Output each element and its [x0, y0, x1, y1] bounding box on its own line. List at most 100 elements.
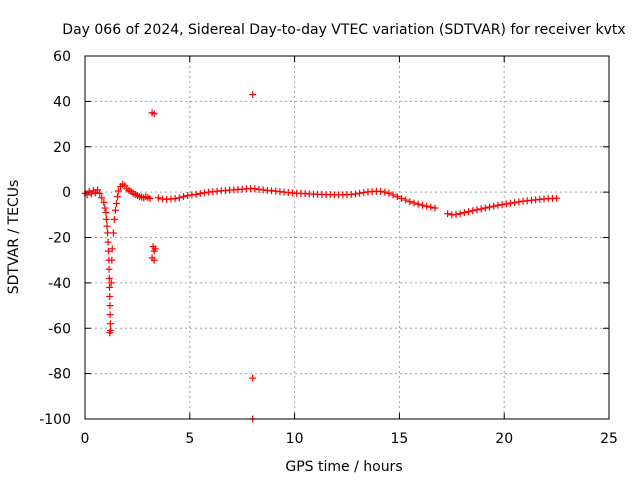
data-point	[94, 186, 102, 194]
y-tick-label: -20	[48, 231, 71, 247]
data-point	[506, 199, 514, 207]
y-tick-label: 40	[53, 94, 71, 110]
data-point	[150, 256, 158, 264]
data-point	[154, 194, 162, 202]
data-point	[423, 202, 431, 210]
data-point	[490, 202, 498, 210]
data-point	[108, 245, 116, 253]
data-point	[249, 91, 257, 99]
data-point	[184, 192, 192, 200]
data-point	[460, 209, 468, 217]
plot-frame	[84, 55, 610, 420]
data-point	[200, 189, 208, 197]
data-point	[356, 189, 364, 197]
data-point	[106, 292, 114, 300]
data-point	[111, 206, 119, 214]
data-point	[418, 201, 426, 209]
data-point	[108, 256, 116, 264]
data-point	[431, 204, 439, 212]
x-tick-labels: 0 5 10 15 20 25	[81, 431, 618, 447]
data-point	[406, 198, 414, 206]
y-tick-label: 20	[53, 140, 71, 156]
data-point	[106, 311, 114, 319]
data-point	[498, 201, 506, 209]
x-axis-label: GPS time / hours	[285, 459, 402, 475]
data-point	[397, 194, 405, 202]
data-point	[196, 189, 204, 197]
data-point	[104, 238, 112, 246]
data-point	[481, 204, 489, 212]
y-tick-labels: -100 -80 -60 -40 -20 0 20 40 60	[39, 49, 71, 428]
data-point	[515, 198, 523, 206]
data-point	[180, 193, 188, 201]
data-point	[109, 229, 117, 237]
data-point	[102, 209, 110, 217]
x-tick-label: 10	[286, 431, 304, 447]
data-point	[115, 187, 123, 195]
y-axis-label: SDTVAR / TECUs	[6, 180, 22, 295]
data-point	[146, 194, 154, 202]
data-point	[473, 206, 481, 214]
x-tick-label: 15	[390, 431, 408, 447]
data-point	[107, 279, 115, 287]
data-point	[410, 199, 418, 207]
data-point	[351, 190, 359, 198]
chart-title: Day 066 of 2024, Sidereal Day-to-day VTE…	[62, 22, 625, 38]
data-point	[101, 204, 109, 212]
data-point	[150, 110, 158, 118]
data-point	[106, 320, 114, 328]
data-point	[360, 189, 368, 197]
data-point	[477, 205, 485, 213]
data-point	[151, 245, 159, 253]
data-point	[385, 189, 393, 197]
data-point	[494, 201, 502, 209]
data-point	[389, 191, 397, 199]
data-point	[502, 200, 510, 208]
data-point	[106, 329, 114, 337]
data-point	[456, 210, 464, 218]
data-point	[104, 247, 112, 255]
data-point	[553, 194, 561, 202]
y-tick-label: 0	[62, 185, 71, 201]
data-point	[402, 196, 410, 204]
data-point	[192, 190, 200, 198]
y-tick-label: -40	[48, 276, 71, 292]
data-point	[427, 203, 435, 211]
data-point	[110, 215, 118, 223]
x-tick-label: 5	[185, 431, 194, 447]
y-tick-label: -100	[39, 412, 71, 428]
data-point	[175, 194, 183, 202]
data-point	[249, 374, 257, 382]
data-point	[106, 283, 114, 291]
data-point	[465, 208, 473, 216]
data-point	[469, 207, 477, 215]
y-tick-label: 60	[53, 49, 71, 65]
data-point	[452, 210, 460, 218]
data-point	[511, 199, 519, 207]
data-point	[98, 194, 106, 202]
data-point	[102, 215, 110, 223]
x-tick-label: 25	[600, 431, 618, 447]
data-point	[381, 188, 389, 196]
data-point	[414, 200, 422, 208]
data-point	[105, 265, 113, 273]
data-point	[393, 193, 401, 201]
data-point	[486, 203, 494, 211]
x-tick-label: 0	[81, 431, 90, 447]
data-point	[251, 185, 259, 193]
data-point	[112, 199, 120, 207]
data-points	[81, 91, 561, 423]
data-point	[171, 194, 179, 202]
data-point	[113, 193, 121, 201]
y-tick-label: -80	[48, 367, 71, 383]
data-point	[100, 198, 108, 206]
data-point	[444, 210, 452, 218]
grid-lines	[85, 56, 609, 419]
data-point	[103, 222, 111, 230]
data-point	[96, 189, 104, 197]
data-point	[377, 187, 385, 195]
data-point	[105, 274, 113, 282]
x-tick-label: 20	[495, 431, 513, 447]
data-point	[106, 302, 114, 310]
